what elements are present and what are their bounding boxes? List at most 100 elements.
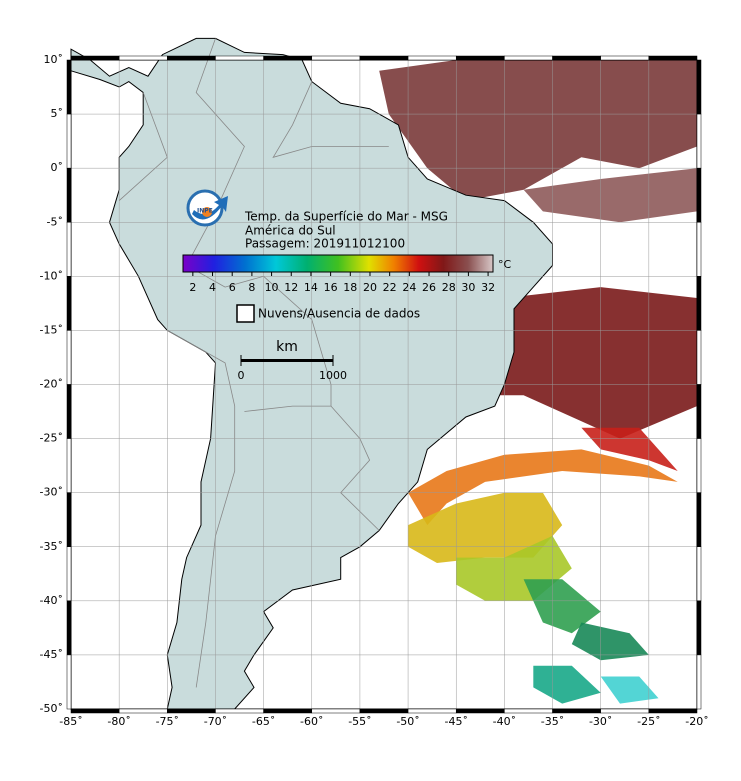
frame-segment [215,708,264,714]
x-tick-label: -20˚ [685,715,708,728]
x-tick-label: -80˚ [107,715,130,728]
colorbar-tick-label: 26 [422,281,436,294]
frame-segment [311,55,361,61]
y-tick-label: -25˚ [40,432,63,445]
frame-segment [696,167,702,223]
frame-segment [118,55,168,61]
frame-segment [696,384,702,439]
x-tick-label: -30˚ [589,715,612,728]
frame-segment [696,438,702,493]
sst-patch [408,492,563,563]
frame-segment [118,708,168,714]
y-tick-label: -5˚ [47,215,63,228]
colorbar-tick-label: 30 [461,281,475,294]
scale-tick-label: 0 [238,369,245,382]
frame-segment [66,546,72,602]
y-tick-label: -35˚ [40,540,63,553]
y-tick-label: 5˚ [51,107,64,120]
frame-segment [696,330,702,385]
y-tick-label: 10˚ [44,53,64,66]
frame-segment [66,384,72,439]
y-tick-label: 0˚ [51,161,64,174]
colorbar [182,254,494,273]
logo-text: INPE [197,208,213,215]
x-tick-label: -70˚ [204,715,227,728]
frame-segment [215,55,264,61]
sst-patch [571,622,649,661]
frame-segment [263,708,313,714]
frame-segment [696,113,702,169]
scale-unit: km [276,339,298,355]
y-tick-label: -10˚ [40,269,63,282]
colorbar-tick-label: 6 [229,281,236,294]
frame-segment [66,330,72,385]
logo-sun [202,207,212,217]
colorbar-tick-label: 28 [442,281,456,294]
colorbar-tick-label: 16 [324,281,338,294]
legend: INPE Temp. da Superfície do Mar - MSG Am… [182,189,512,382]
frame-segment [696,222,702,277]
colorbar-tick-label: 32 [481,281,495,294]
frame-segment [70,55,120,61]
colorbar-tick-label: 12 [284,281,298,294]
logo-swirl [192,196,228,220]
frame-segment [66,276,72,331]
border [167,330,236,688]
y-tick-label: -30˚ [40,486,63,499]
frame-segment [455,708,505,714]
frame-segment [66,222,72,277]
y-tick-label: -45˚ [40,648,63,661]
frame-segment [407,55,457,61]
frame-segment [455,55,505,61]
frame-segment [696,492,702,547]
colorbar-tick-label: 14 [304,281,318,294]
frame-segment [504,708,553,714]
cloud-label: Nuvens/Ausencia de dados [258,307,420,321]
colorbar-tick-label: 18 [343,281,357,294]
y-tick-label: -15˚ [40,323,63,336]
frame-segment [66,654,72,710]
x-tick-label: -25˚ [637,715,660,728]
frame-segment [696,59,702,115]
sst-patch [379,60,697,201]
frame-segment [66,59,72,115]
x-tick-label: -50˚ [396,715,419,728]
frame-segment [167,708,216,714]
frame-segment [696,546,702,602]
x-tick-label: -85˚ [59,715,82,728]
y-tick-label: -40˚ [40,594,63,607]
colorbar-tick-label: 22 [383,281,397,294]
colorbar-tick-label: 8 [248,281,255,294]
frame-segment [167,55,216,61]
x-tick-label: -75˚ [156,715,179,728]
x-tick-label: -35˚ [541,715,564,728]
x-tick-label: -60˚ [300,715,323,728]
sst-patch [600,676,659,704]
frame-segment [263,55,313,61]
frame-segment [648,708,698,714]
frame-segment [600,708,650,714]
sst-patch [523,579,601,634]
x-tick-label: -65˚ [252,715,275,728]
colorbar-tick-label: 20 [363,281,377,294]
colorbar-tick-label: 10 [265,281,279,294]
frame-segment [504,55,553,61]
colorbar-tick-label: 2 [189,281,196,294]
frame-segment [552,708,601,714]
frame-segment [359,55,409,61]
frame-segment [552,55,601,61]
frame-segment [66,492,72,547]
sst-patch [533,665,601,704]
title-line: América do Sul [245,224,336,238]
x-tick-label: -55˚ [348,715,371,728]
border [186,38,380,531]
x-tick-label: -45˚ [444,715,467,728]
colorbar-unit: °C [498,258,512,271]
sst-patch [523,168,697,223]
title-line: Temp. da Superfície do Mar - MSG [244,210,448,224]
frame-segment [70,708,120,714]
frame-segment [66,438,72,493]
frame-segment [696,600,702,656]
